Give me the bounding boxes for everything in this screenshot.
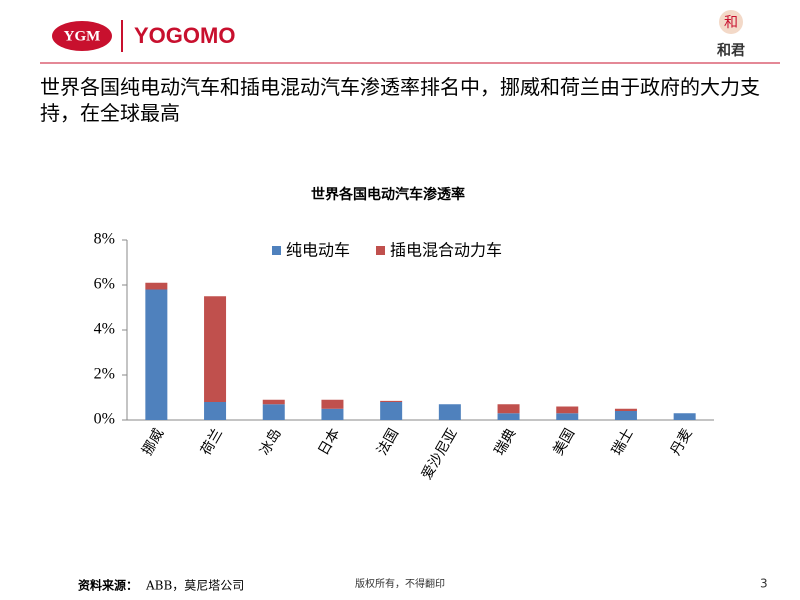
x-tick-label: 瑞典 xyxy=(492,426,520,458)
x-tick-label: 丹麦 xyxy=(668,426,696,458)
bar-segment xyxy=(438,404,461,420)
bar-segment xyxy=(614,408,637,411)
bar-segment xyxy=(204,296,227,402)
x-tick-label: 爱沙尼亚 xyxy=(419,426,461,482)
source: ABB，莫尼塔公司 xyxy=(145,579,244,593)
legend-swatch xyxy=(272,246,281,255)
right-logo-name: 和君 xyxy=(717,43,745,59)
x-tick-label: 荷兰 xyxy=(198,426,226,458)
bar-segment xyxy=(673,413,696,420)
legend-label: 插电混合动力车 xyxy=(390,241,502,260)
bar-segment xyxy=(145,289,168,420)
legend-label: 纯电动车 xyxy=(286,241,350,260)
y-tick-label: 6% xyxy=(94,276,115,293)
source-label: 资料来源： xyxy=(78,578,138,593)
bar-segment xyxy=(321,408,344,420)
bar-segment xyxy=(380,400,403,402)
logo-name: YOGOMO xyxy=(134,23,235,48)
bar-segment xyxy=(556,406,579,414)
legend-swatch xyxy=(376,246,385,255)
bar-segment xyxy=(380,402,403,420)
logo-mark: YGM xyxy=(64,28,101,44)
headline: 世界各国纯电动汽车和插电混动汽车渗透率排名中，挪威和荷兰由于政府的大力支持，在全… xyxy=(40,75,760,125)
right-logo-seal-bg xyxy=(719,10,743,34)
bar-segment xyxy=(262,399,285,405)
bar-segment xyxy=(145,282,168,290)
y-tick-label: 0% xyxy=(94,411,115,428)
x-tick-label: 瑞士 xyxy=(609,426,637,458)
copyright: 版权所有，不得翻印 xyxy=(355,577,445,590)
bar-segment xyxy=(262,404,285,420)
y-tick-label: 2% xyxy=(94,366,115,383)
page-number: 3 xyxy=(760,577,768,591)
bar-segment xyxy=(614,411,637,420)
x-tick-label: 日本 xyxy=(316,426,344,458)
x-tick-label: 法国 xyxy=(374,426,402,458)
x-tick-label: 美国 xyxy=(550,426,578,458)
y-tick-label: 4% xyxy=(94,321,115,338)
x-tick-label: 冰岛 xyxy=(257,426,285,458)
chart-title: 世界各国电动汽车渗透率 xyxy=(311,186,465,203)
right-logo-seal: 和 xyxy=(724,15,738,31)
y-tick-label: 8% xyxy=(94,231,115,248)
logo-oval xyxy=(52,21,112,51)
bar-segment xyxy=(556,413,579,420)
x-tick-label: 挪威 xyxy=(139,426,167,458)
bar-segment xyxy=(497,413,520,420)
bar-segment xyxy=(497,404,520,414)
bar-segment xyxy=(204,402,227,420)
bar-segment xyxy=(321,399,344,409)
